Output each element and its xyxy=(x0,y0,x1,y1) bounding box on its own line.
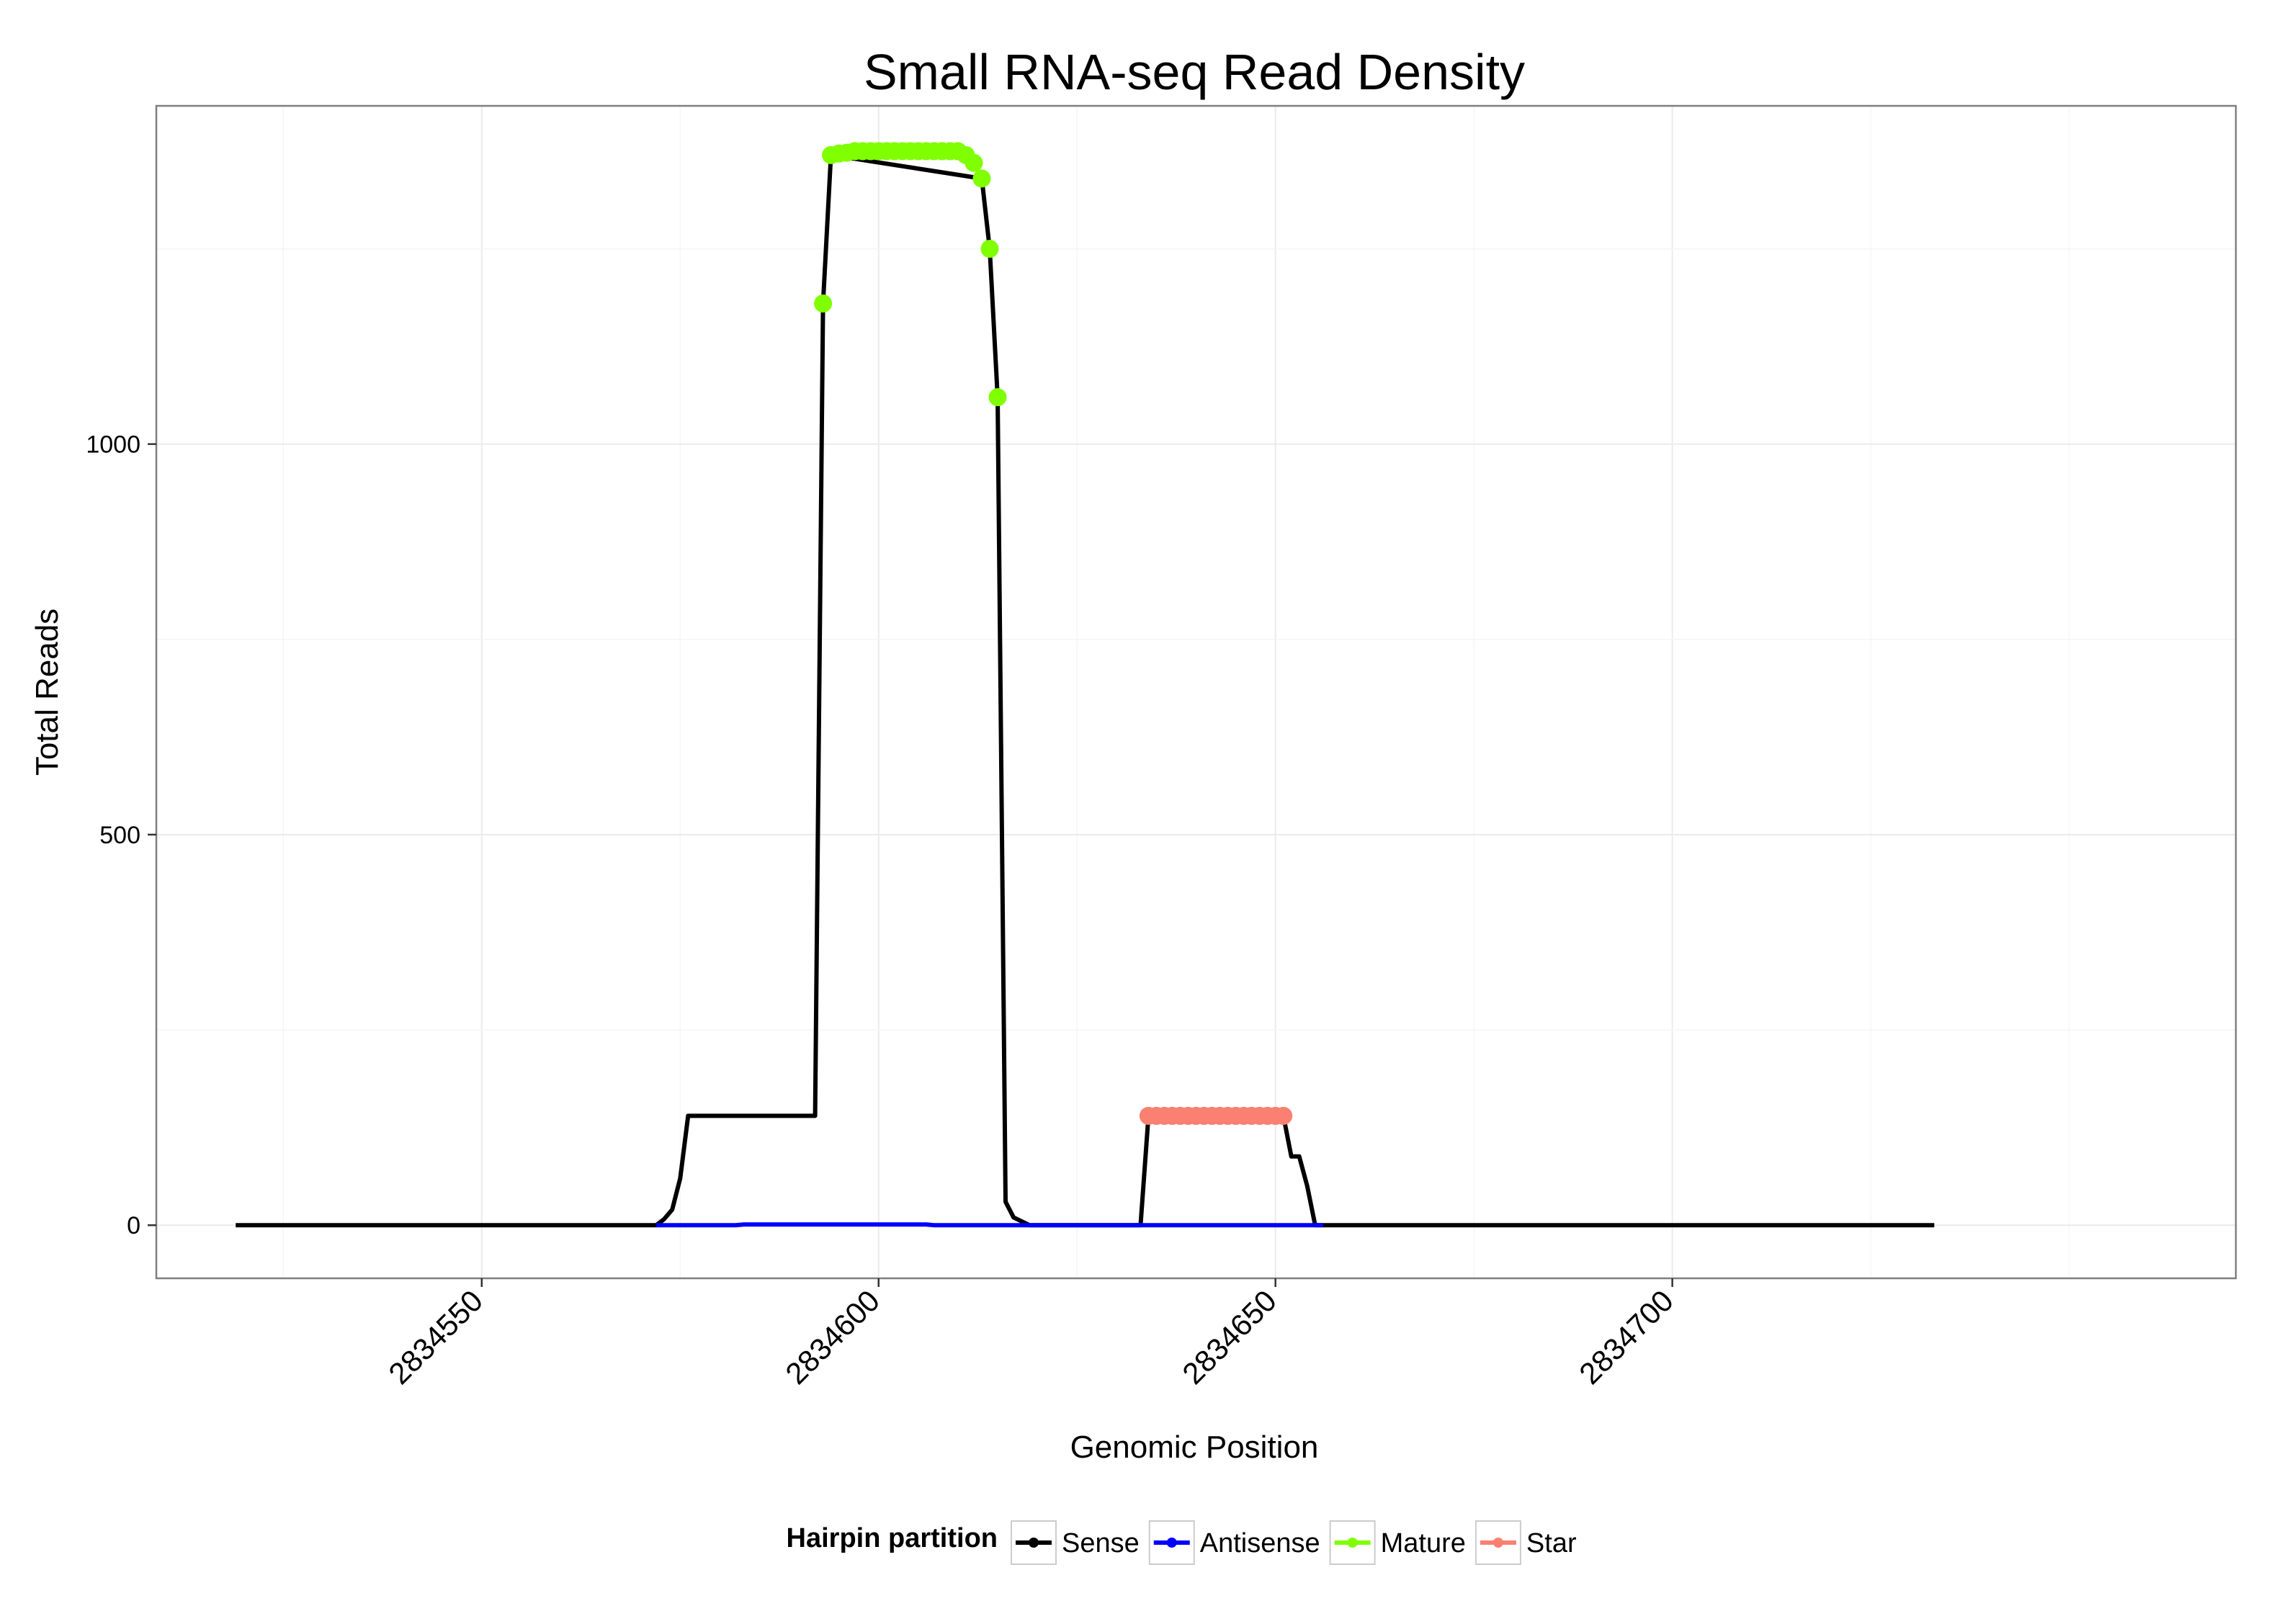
data-point-mature xyxy=(965,153,983,172)
legend-key-point xyxy=(1166,1538,1177,1548)
y-tick-label: 0 xyxy=(127,1212,140,1239)
data-point-mature xyxy=(972,169,991,188)
legend-item-sense: Sense xyxy=(1011,1520,1140,1565)
legend-label: Mature xyxy=(1381,1528,1466,1558)
legend-key-point xyxy=(1492,1538,1503,1548)
y-axis-label: Total Reads xyxy=(30,609,65,776)
legend: Hairpin partition Sense Antisense Mature St… xyxy=(787,1520,1577,1565)
y-tick-label: 500 xyxy=(99,822,140,849)
y-tick-label: 1000 xyxy=(86,431,140,459)
plot-panel-border xyxy=(155,104,2237,1280)
chart-title: Small RNA-seq Read Density xyxy=(864,44,1525,100)
legend-item-antisense: Antisense xyxy=(1148,1520,1320,1565)
legend-key-point xyxy=(1347,1538,1358,1548)
data-point-mature xyxy=(814,294,833,313)
series-line-antisense xyxy=(656,1222,1323,1228)
legend-item-mature: Mature xyxy=(1329,1520,1466,1565)
legend-title: Hairpin partition xyxy=(787,1523,998,1553)
legend-entries: Sense Antisense Mature Star xyxy=(1011,1520,1577,1565)
data-point-star xyxy=(1274,1106,1293,1125)
legend-label: Antisense xyxy=(1200,1528,1320,1558)
legend-label: Star xyxy=(1526,1528,1577,1558)
data-point-mature xyxy=(980,239,999,258)
x-axis-label: Genomic Position xyxy=(1070,1430,1319,1465)
legend-label: Sense xyxy=(1062,1528,1140,1558)
series-layer xyxy=(236,142,1935,1228)
legend-key-point xyxy=(1029,1538,1039,1548)
data-point-mature xyxy=(988,388,1007,407)
legend-item-star: Star xyxy=(1474,1520,1577,1565)
